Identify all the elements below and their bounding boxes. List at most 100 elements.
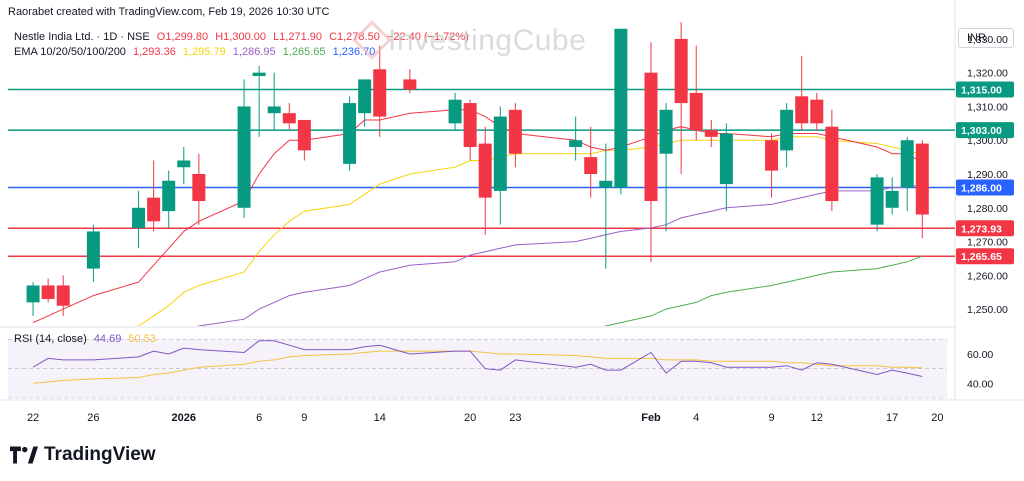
- ema50-value: 1,286.95: [232, 46, 276, 58]
- candle-body: [41, 285, 55, 299]
- level-price-label: 1,286.00: [961, 183, 1002, 195]
- level-price-tag: [956, 248, 1014, 265]
- ema200-value: 1,236.70: [332, 46, 376, 58]
- time-tick-label: 26: [87, 412, 99, 424]
- candle-body: [478, 143, 492, 198]
- candle-body: [56, 285, 70, 306]
- ema50-line: [196, 183, 923, 326]
- rsi-ma-line: [33, 350, 923, 384]
- candle-body: [192, 174, 206, 202]
- rsi-line: [32, 340, 923, 377]
- candle-body: [343, 103, 357, 164]
- time-tick-label: 17: [886, 412, 898, 424]
- candle-body: [162, 180, 176, 212]
- candle-body: [870, 177, 884, 225]
- candle-body: [765, 140, 779, 171]
- price-tick-label: 1,280.00: [967, 203, 1008, 215]
- level-price-tag: [956, 81, 1014, 98]
- candle-body: [463, 103, 477, 147]
- ohlc-change: −22.40 (−1.72%): [386, 31, 469, 43]
- candle-body: [282, 113, 296, 124]
- time-tick-label: 22: [27, 412, 39, 424]
- ema10-value: 1,293.36: [133, 46, 176, 58]
- time-tick-label: 14: [374, 412, 386, 424]
- candle-body: [26, 285, 40, 303]
- ema20-line: [135, 136, 923, 326]
- time-tick-label: 9: [769, 412, 775, 424]
- rsi-tick-label: 40.00: [967, 378, 993, 390]
- rsi-tick-label: 60.00: [967, 349, 993, 361]
- candle-body: [358, 79, 372, 114]
- candle-body: [810, 99, 824, 124]
- price-tick-label: 1,320.00: [967, 68, 1008, 80]
- candle-body: [297, 119, 311, 151]
- candle-body: [147, 197, 161, 222]
- ema100-value: 1,265.65: [282, 46, 326, 58]
- rsi-ma-value: 50.53: [128, 333, 156, 345]
- level-price-tag: [956, 122, 1014, 139]
- currency-selector[interactable]: INR: [958, 28, 1014, 48]
- candle-body: [599, 180, 613, 188]
- footer-brand-text: TradingView: [44, 444, 156, 465]
- candle-body: [403, 79, 417, 90]
- candle-body: [644, 72, 658, 202]
- candle-body: [795, 96, 809, 124]
- time-tick-label: 9: [301, 412, 307, 424]
- ohlc-high: H1,300.00: [215, 31, 266, 43]
- candle-body: [614, 28, 628, 188]
- price-tick-label: 1,260.00: [967, 270, 1008, 282]
- time-tick-label: 20: [464, 412, 476, 424]
- candle-body: [373, 69, 387, 117]
- ohlc-low: L1,271.90: [273, 31, 322, 43]
- price-pane: [26, 22, 929, 326]
- symbol-name: Nestle India Ltd. · 1D · NSE: [14, 31, 150, 43]
- chart-attribution: Raorabet created with TradingView.com, F…: [8, 6, 330, 18]
- candle-body: [508, 109, 522, 154]
- ohlc-close: C1,278.50: [329, 31, 380, 43]
- ohlc-open: O1,299.80: [156, 31, 209, 43]
- candle-body: [132, 207, 146, 229]
- candle-body: [252, 72, 266, 77]
- candle-body: [900, 140, 914, 188]
- candle-body: [885, 190, 899, 208]
- tradingview-logo-icon: [10, 446, 38, 464]
- price-tick-label: 1,270.00: [967, 237, 1008, 249]
- candle-body: [689, 92, 703, 131]
- price-tick-label: 1,250.00: [967, 304, 1008, 316]
- candle-body: [86, 231, 100, 269]
- tradingview-brand: TradingView: [10, 444, 156, 466]
- candle-body: [177, 160, 191, 168]
- watermark: InvestingCube: [388, 24, 587, 57]
- candle-body: [659, 109, 673, 154]
- symbol-legend: Nestle India Ltd. · 1D · NSE O1,299.80 H…: [14, 31, 473, 43]
- candle-body: [719, 133, 733, 185]
- time-tick-label: 2026: [172, 412, 196, 424]
- ema-legend: EMA 10/20/50/100/200 1,293.36 1,295.79 1…: [14, 46, 379, 58]
- price-tick-label: 1,330.00: [967, 34, 1008, 46]
- level-price-tag: [956, 220, 1014, 237]
- candle-body: [584, 157, 598, 174]
- rsi-legend: RSI (14, close) 44.69 50.53: [14, 333, 160, 345]
- ema-label: EMA 10/20/50/100/200: [14, 46, 126, 58]
- time-tick-label: 12: [811, 412, 823, 424]
- time-tick-label: Feb: [641, 412, 661, 424]
- ema100-line: [603, 255, 923, 326]
- price-tick-label: 1,290.00: [967, 169, 1008, 181]
- time-tick-label: 4: [693, 412, 699, 424]
- candle-body: [704, 130, 718, 137]
- time-tick-label: 6: [256, 412, 262, 424]
- candle-body: [825, 126, 839, 202]
- time-tick-label: 20: [931, 412, 943, 424]
- candle-body: [569, 140, 583, 147]
- candle-body: [674, 38, 688, 104]
- rsi-label: RSI (14, close): [14, 333, 87, 345]
- price-tick-label: 1,300.00: [967, 135, 1008, 147]
- candle-body: [493, 116, 507, 191]
- price-tick-label: 1,310.00: [967, 101, 1008, 113]
- candle-body: [780, 109, 794, 151]
- candle-body: [267, 106, 281, 114]
- level-price-label: 1,273.93: [961, 223, 1002, 235]
- level-price-tag: [956, 179, 1014, 196]
- time-tick-label: 23: [509, 412, 521, 424]
